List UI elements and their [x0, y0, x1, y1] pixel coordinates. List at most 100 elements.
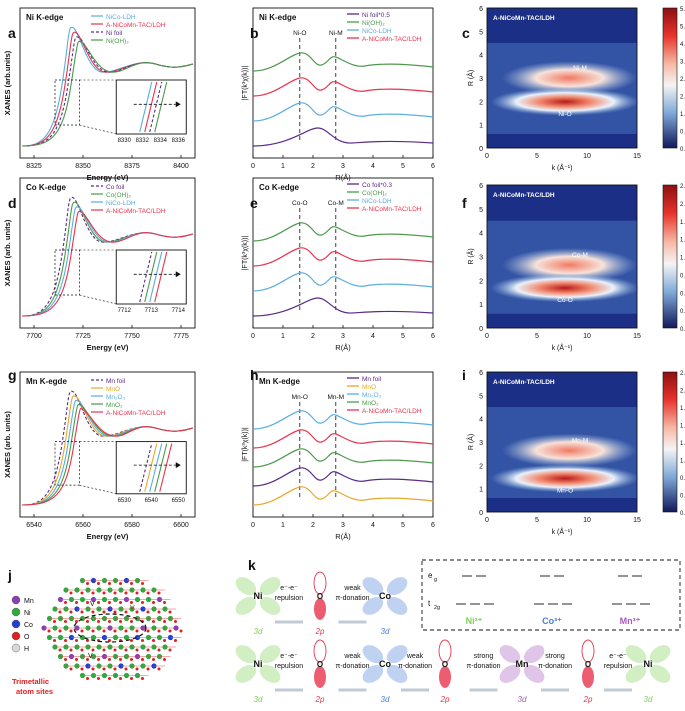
oxygen-atom [69, 591, 73, 595]
oxygen-atom [113, 591, 117, 595]
arrow-head [175, 101, 181, 108]
panel-letter-f: f [462, 195, 467, 211]
oxygen-atom [163, 658, 166, 661]
shell-marker-label: Co-O [292, 200, 308, 207]
plot-title: A-NiCoMn-TAC/LDH [493, 15, 555, 22]
oxygen-atom [69, 610, 73, 614]
oxygen-atom [75, 601, 78, 604]
oxygen-atom [69, 667, 73, 671]
panel-letter-g: g [8, 367, 17, 383]
oxygen-atom [53, 620, 56, 623]
x-tick-label: 2 [311, 163, 315, 170]
inset-tick-label: 7713 [145, 308, 159, 314]
ft-curve [252, 429, 434, 449]
vacancy-label: V [130, 605, 135, 612]
arrow-head [175, 271, 181, 278]
legend-atom-label: Mn [24, 598, 34, 605]
ft-panel-ni: Ni K-edge |FT(k³χ(k))| R(Å) 0 1 2 3 4 5 6 Ni foil*… [242, 7, 435, 182]
oxygen-shell-spot [490, 464, 640, 493]
x-tick-label: 6 [431, 522, 435, 529]
atom-symbol: O [585, 660, 591, 669]
legend-atom-label: Ni [24, 610, 31, 617]
oxygen-atom [135, 667, 139, 671]
zoom-line [79, 124, 117, 135]
colorbar-tick-label: 0.6 [680, 476, 685, 482]
shell-marker-label: Mn-O [292, 394, 308, 401]
caption-line: Trimetallic [12, 677, 49, 686]
d-orbital-lobe [499, 664, 521, 683]
oxygen-atom [86, 582, 89, 585]
inset-curve [144, 251, 158, 303]
x-axis-label: R(Å) [335, 173, 351, 182]
d-orbital-lobe [386, 664, 408, 683]
x-tick-label: 10 [583, 153, 591, 160]
plot-title: Mn K-egde [26, 377, 67, 386]
p-orbital-lobe [439, 666, 451, 688]
oxygen-atom [80, 629, 84, 633]
legend-entry: MnO₂ [106, 402, 123, 409]
colorbar-tick-label: 0.0 [680, 327, 685, 333]
panel-letter-c: c [462, 25, 470, 41]
oxygen-atom [86, 677, 89, 680]
legend-entry: Ni(OH)₂ [106, 38, 129, 45]
legend-entry: Co foil*0.3 [362, 182, 392, 189]
x-tick-label: 8325 [26, 163, 42, 170]
lattice-atom [173, 625, 179, 631]
d-orbital-lobe [499, 645, 521, 664]
x-tick-label: 5 [535, 153, 539, 160]
panel-letter-b: b [250, 25, 259, 41]
ft-panel-mn: Mn K-edge|FT(k³χ(k))|R(Å)0 1 2 3 4 5 6Mn foilM… [242, 371, 435, 541]
oxygen-atom [124, 667, 128, 671]
inset-curve [149, 251, 163, 303]
colorbar [662, 371, 678, 513]
colorbar-tick-label: 4.2 [680, 42, 685, 48]
colorbar-tick-label: 2.1 [680, 202, 685, 208]
ft-panel-co: Co K-edge |FT(k³χ(k))| R(Å) 0 1 2 3 4 5 6 Co foil*… [242, 177, 435, 352]
legend-entry: Co(OH)₂ [362, 190, 387, 197]
d-orbital-lobe [235, 645, 257, 664]
y-tick-label: 5 [479, 207, 483, 214]
oxygen-atom [91, 591, 95, 595]
metal-shell-spot [502, 61, 637, 95]
legend-entry: NiCo-LDH [106, 200, 136, 207]
atom-symbol: Mn [516, 659, 529, 669]
y-tick-label: 6 [479, 370, 483, 377]
d-orbital-lobe [523, 645, 545, 664]
legend-entry: NiCo-LDH [106, 14, 136, 21]
oxygen-atom [130, 620, 133, 623]
inset-curve [149, 443, 163, 492]
oxygen-atom [157, 667, 161, 671]
oxygen-atom [119, 582, 122, 585]
x-tick-label: 1 [281, 522, 285, 529]
colorbar-tick-label: 2.5 [680, 371, 685, 377]
legend-atom [11, 643, 21, 653]
xanes-panel-co: Co K-edge XANES (arb. units) Energy (eV) 77… [3, 177, 196, 352]
zoom-box [54, 79, 80, 126]
colorbar-tick-label: 2.8 [680, 77, 685, 83]
oxygen-atom [75, 639, 78, 642]
zoom-line [79, 294, 117, 305]
atom-symbol: Ni [644, 659, 653, 669]
oxygen-atom [146, 667, 150, 671]
x-tick-label: 0 [251, 522, 255, 529]
inset-tick-label: 8330 [118, 138, 132, 144]
x-tick-label: 3 [341, 333, 345, 340]
d-orbital-lobe [649, 645, 671, 664]
x-tick-label: 3 [341, 163, 345, 170]
interaction-label: e⁻-e⁻ [280, 653, 298, 660]
oxygen-atom [113, 610, 117, 614]
d-orbital-lobe [259, 596, 281, 615]
oxygen-atom [179, 629, 183, 633]
oxygen-atom [97, 658, 100, 661]
oxygen-atom [58, 648, 62, 652]
x-axis-label: R(Å) [335, 532, 351, 541]
x-tick-label: 5 [535, 333, 539, 340]
x-tick-label: 8400 [173, 163, 189, 170]
oxygen-atom [157, 629, 161, 633]
ion-label: Co³⁺ [542, 616, 562, 626]
interaction-label: strong [474, 653, 494, 660]
colorbar-tick-label: 1.6 [680, 424, 685, 430]
oxygen-atom [152, 658, 155, 661]
